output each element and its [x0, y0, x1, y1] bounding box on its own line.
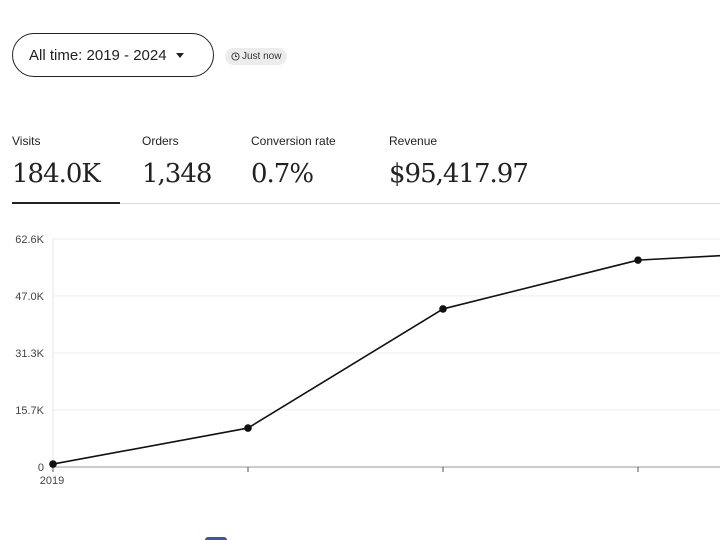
metric-value: $95,417.97 [389, 159, 529, 189]
visits-line-chart: 0 15.7K 31.3K 47.0K 62.6K 2019 [15, 234, 720, 487]
date-range-label: All time: 2019 - 2024 [29, 46, 167, 64]
data-point [634, 256, 642, 264]
metric-label: Orders [142, 134, 179, 148]
active-tab-indicator [12, 202, 120, 204]
data-point [439, 305, 447, 313]
metric-label: Revenue [389, 134, 438, 148]
metric-tab-visits[interactable]: Visits 184.0K [12, 133, 101, 189]
caret-down-icon [175, 53, 184, 58]
clock-icon [231, 52, 240, 61]
last-updated-badge: Just now [225, 48, 288, 65]
y-tick-label: 31.3K [15, 348, 44, 360]
visits-series-line [52, 254, 720, 465]
metric-value: 184.0K [12, 159, 101, 189]
data-point [49, 460, 57, 468]
data-point [244, 424, 252, 432]
y-tick-label: 0 [38, 462, 44, 474]
tabs-divider [12, 203, 720, 204]
date-range-dropdown[interactable]: All time: 2019 - 2024 [12, 33, 214, 77]
last-updated-text: Just now [242, 51, 282, 62]
x-tick-label: 2019 [40, 475, 64, 487]
y-tick-label: 47.0K [15, 291, 44, 303]
metric-label: Visits [12, 134, 41, 148]
metric-value: 1,348 [142, 159, 212, 189]
metric-value: 0.7% [251, 159, 314, 189]
metric-label: Conversion rate [251, 134, 336, 148]
legend-swatch [205, 537, 227, 540]
metric-tab-revenue[interactable]: Revenue $95,417.97 [389, 133, 529, 189]
y-tick-label: 62.6K [15, 234, 44, 246]
metric-tab-conversion-rate[interactable]: Conversion rate 0.7% [251, 133, 336, 189]
metric-tab-orders[interactable]: Orders 1,348 [142, 133, 212, 189]
y-tick-label: 15.7K [15, 405, 44, 417]
